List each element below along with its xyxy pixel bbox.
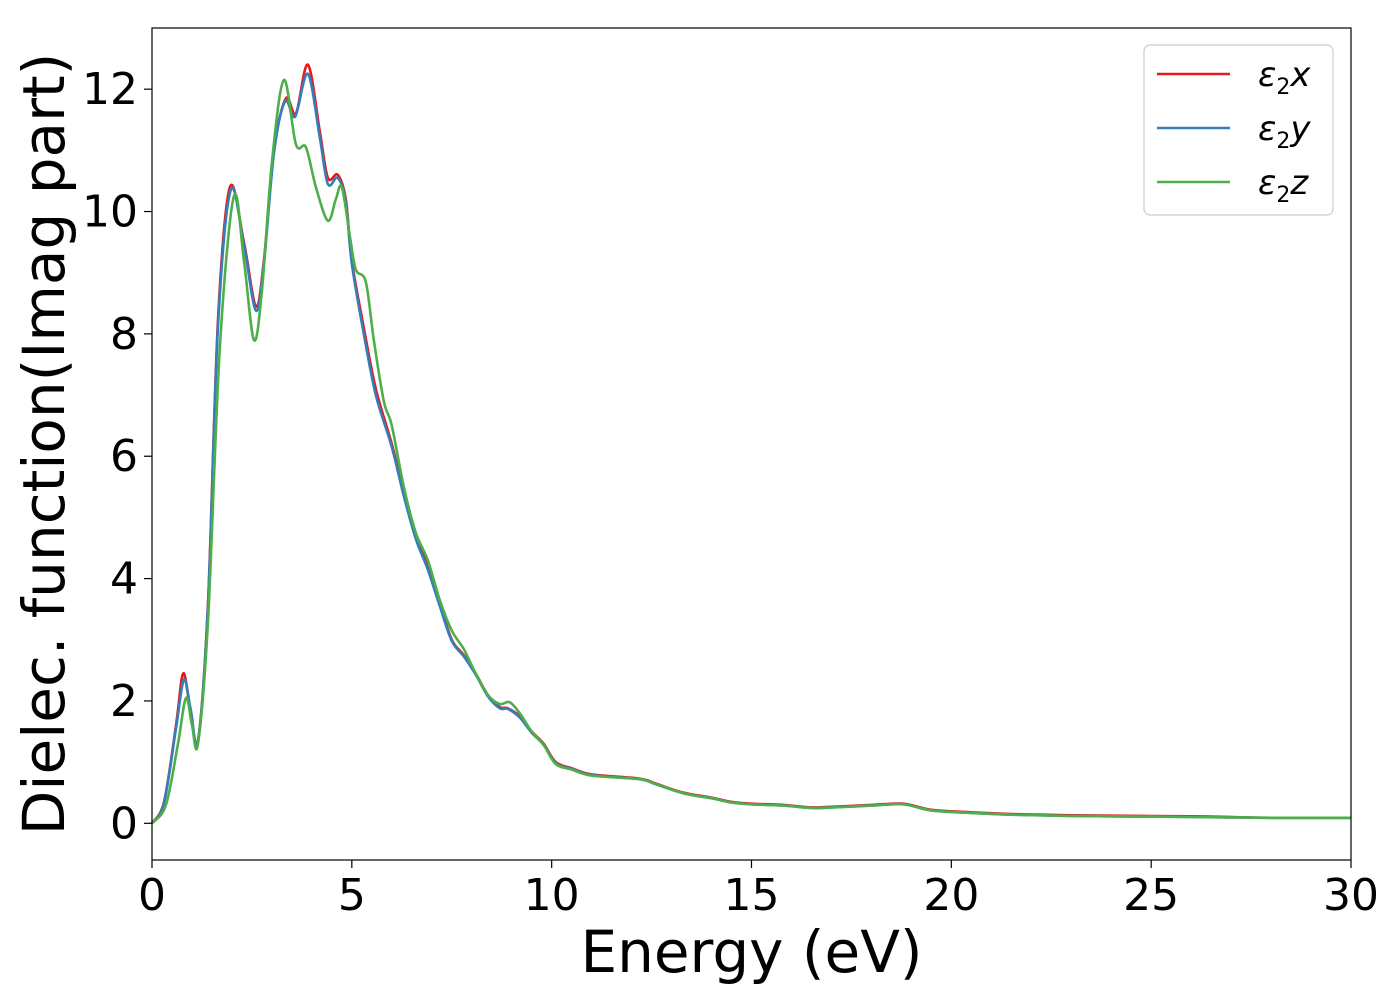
- legend-box: [1143, 44, 1334, 216]
- x-tick-label: 0: [138, 870, 166, 921]
- y-tick-label: 12: [82, 64, 138, 115]
- y-tick-label: 10: [82, 187, 138, 238]
- legend-entry-z: ε2z: [1258, 163, 1309, 208]
- x-axis-label: Energy (eV): [580, 918, 922, 986]
- legend-entry-x: ε2x: [1258, 55, 1311, 100]
- x-tick-label: 15: [724, 870, 780, 921]
- series-layer: [150, 63, 1352, 825]
- y-axis-label: Dielec. function(Imag part): [10, 53, 78, 836]
- legend-entry-y: ε2y: [1258, 109, 1311, 154]
- y-tick-label: 4: [110, 554, 138, 605]
- y-axis-ticks: 0 2 4 6 8 10 12: [82, 64, 152, 849]
- x-tick-label: 30: [1323, 870, 1379, 921]
- x-axis-ticks: 0 5 10 15 20 25 30: [138, 860, 1379, 921]
- x-tick-label: 25: [1123, 870, 1179, 921]
- x-tick-label: 20: [923, 870, 979, 921]
- y-tick-label: 0: [110, 798, 138, 849]
- x-tick-label: 5: [338, 870, 366, 921]
- y-tick-label: 8: [110, 309, 138, 360]
- x-tick-label: 10: [524, 870, 580, 921]
- series-line-z: [150, 78, 1352, 825]
- y-tick-label: 2: [110, 676, 138, 727]
- y-tick-label: 6: [110, 431, 138, 482]
- legend: ε2x ε2y ε2z: [1143, 44, 1334, 216]
